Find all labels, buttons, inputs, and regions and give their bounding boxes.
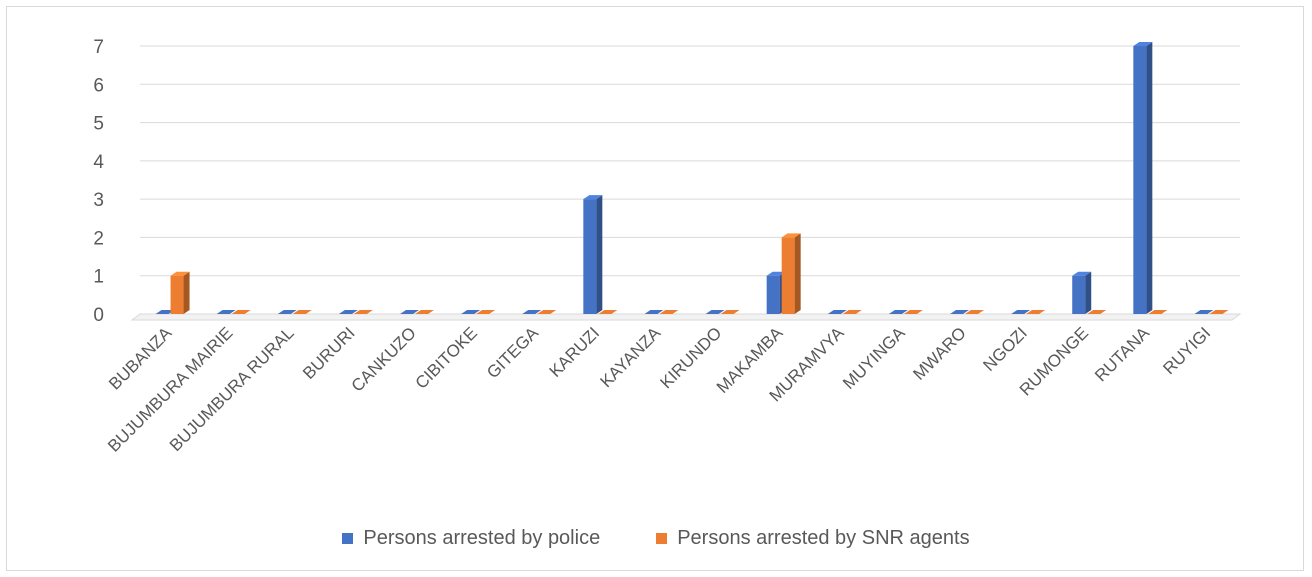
bar-snr-ngozi xyxy=(1026,310,1046,314)
bar-police-kirundo xyxy=(705,310,725,314)
y-tick-label: 2 xyxy=(93,228,104,249)
legend-item-police: Persons arrested by police xyxy=(342,527,600,550)
bar-police-rumonge xyxy=(1072,271,1092,314)
y-tick-label: 3 xyxy=(93,190,104,211)
bar-police-bujumbura-mairie xyxy=(216,310,236,314)
x-tick-label: CANKUZO xyxy=(348,323,420,395)
y-tick-label: 1 xyxy=(93,267,104,288)
x-tick-label: RUYIGI xyxy=(1159,323,1214,378)
bar-snr-rumonge xyxy=(1087,310,1107,314)
legend-item-snr: Persons arrested by SNR agents xyxy=(656,527,970,550)
bar-police-muyinga xyxy=(888,310,908,314)
bar-police-karuzi xyxy=(583,195,603,314)
x-tick-label: BUJUMBURA RURAL xyxy=(166,323,298,455)
bar-snr-kayanza xyxy=(659,310,679,314)
y-tick-label: 4 xyxy=(93,152,104,173)
chart-floor xyxy=(130,313,1242,321)
bar-police-muramvya xyxy=(827,310,847,314)
bar-snr-karuzi xyxy=(598,310,618,314)
bar-snr-bujumbura-rural xyxy=(292,310,312,314)
y-tick-label: 6 xyxy=(93,75,104,96)
x-tick-label: CIBITOKE xyxy=(412,323,481,392)
legend-swatch-police xyxy=(342,533,354,544)
bar-snr-cibitoke xyxy=(476,310,496,314)
bar-police-bubanza xyxy=(155,310,175,314)
bar-snr-muramvya xyxy=(842,310,862,314)
bar-snr-rutana xyxy=(1148,310,1168,314)
legend-swatch-snr xyxy=(656,533,668,544)
bar-snr-makamba xyxy=(781,233,801,314)
bar-police-bujumbura-rural xyxy=(277,310,297,314)
bar-snr-mwaro xyxy=(965,310,984,314)
bar-police-mwaro xyxy=(950,310,969,314)
x-tick-label: MWARO xyxy=(909,323,969,383)
bar-police-cibitoke xyxy=(461,310,481,314)
y-tick-label: 7 xyxy=(93,37,104,58)
x-tick-label: BURURI xyxy=(299,323,359,383)
bar-snr-bubanza xyxy=(170,271,190,314)
bar-police-rutana xyxy=(1133,42,1153,314)
y-tick-label: 0 xyxy=(93,305,104,326)
bar-snr-muyinga xyxy=(903,310,923,314)
bar-police-gitega xyxy=(522,310,542,314)
bar-police-ruyigi xyxy=(1194,310,1214,314)
x-tick-label: NGOZI xyxy=(979,323,1031,375)
y-tick-label: 5 xyxy=(93,114,104,135)
bar-snr-bururi xyxy=(353,310,373,314)
legend-label-police: Persons arrested by police xyxy=(363,527,601,549)
bar-police-bururi xyxy=(338,310,358,314)
bar-police-cankuzo xyxy=(400,310,419,314)
x-tick-label: RUTANA xyxy=(1091,323,1153,385)
legend: Persons arrested by police Persons arres… xyxy=(0,527,1312,550)
x-tick-label: MUYINGA xyxy=(839,323,909,393)
legend-label-snr: Persons arrested by SNR agents xyxy=(677,527,970,549)
bar-snr-bujumbura-mairie xyxy=(231,310,251,314)
bar-snr-cankuzo xyxy=(415,310,434,314)
bar-snr-kirundo xyxy=(720,310,740,314)
x-tick-label: KARUZI xyxy=(546,323,604,381)
x-tick-label: GITEGA xyxy=(483,323,542,382)
x-tick-label: KAYANZA xyxy=(597,323,665,391)
bar-police-ngozi xyxy=(1011,310,1031,314)
bar-police-kayanza xyxy=(644,310,664,314)
bar-snr-gitega xyxy=(537,310,557,314)
bar-snr-ruyigi xyxy=(1209,310,1229,314)
